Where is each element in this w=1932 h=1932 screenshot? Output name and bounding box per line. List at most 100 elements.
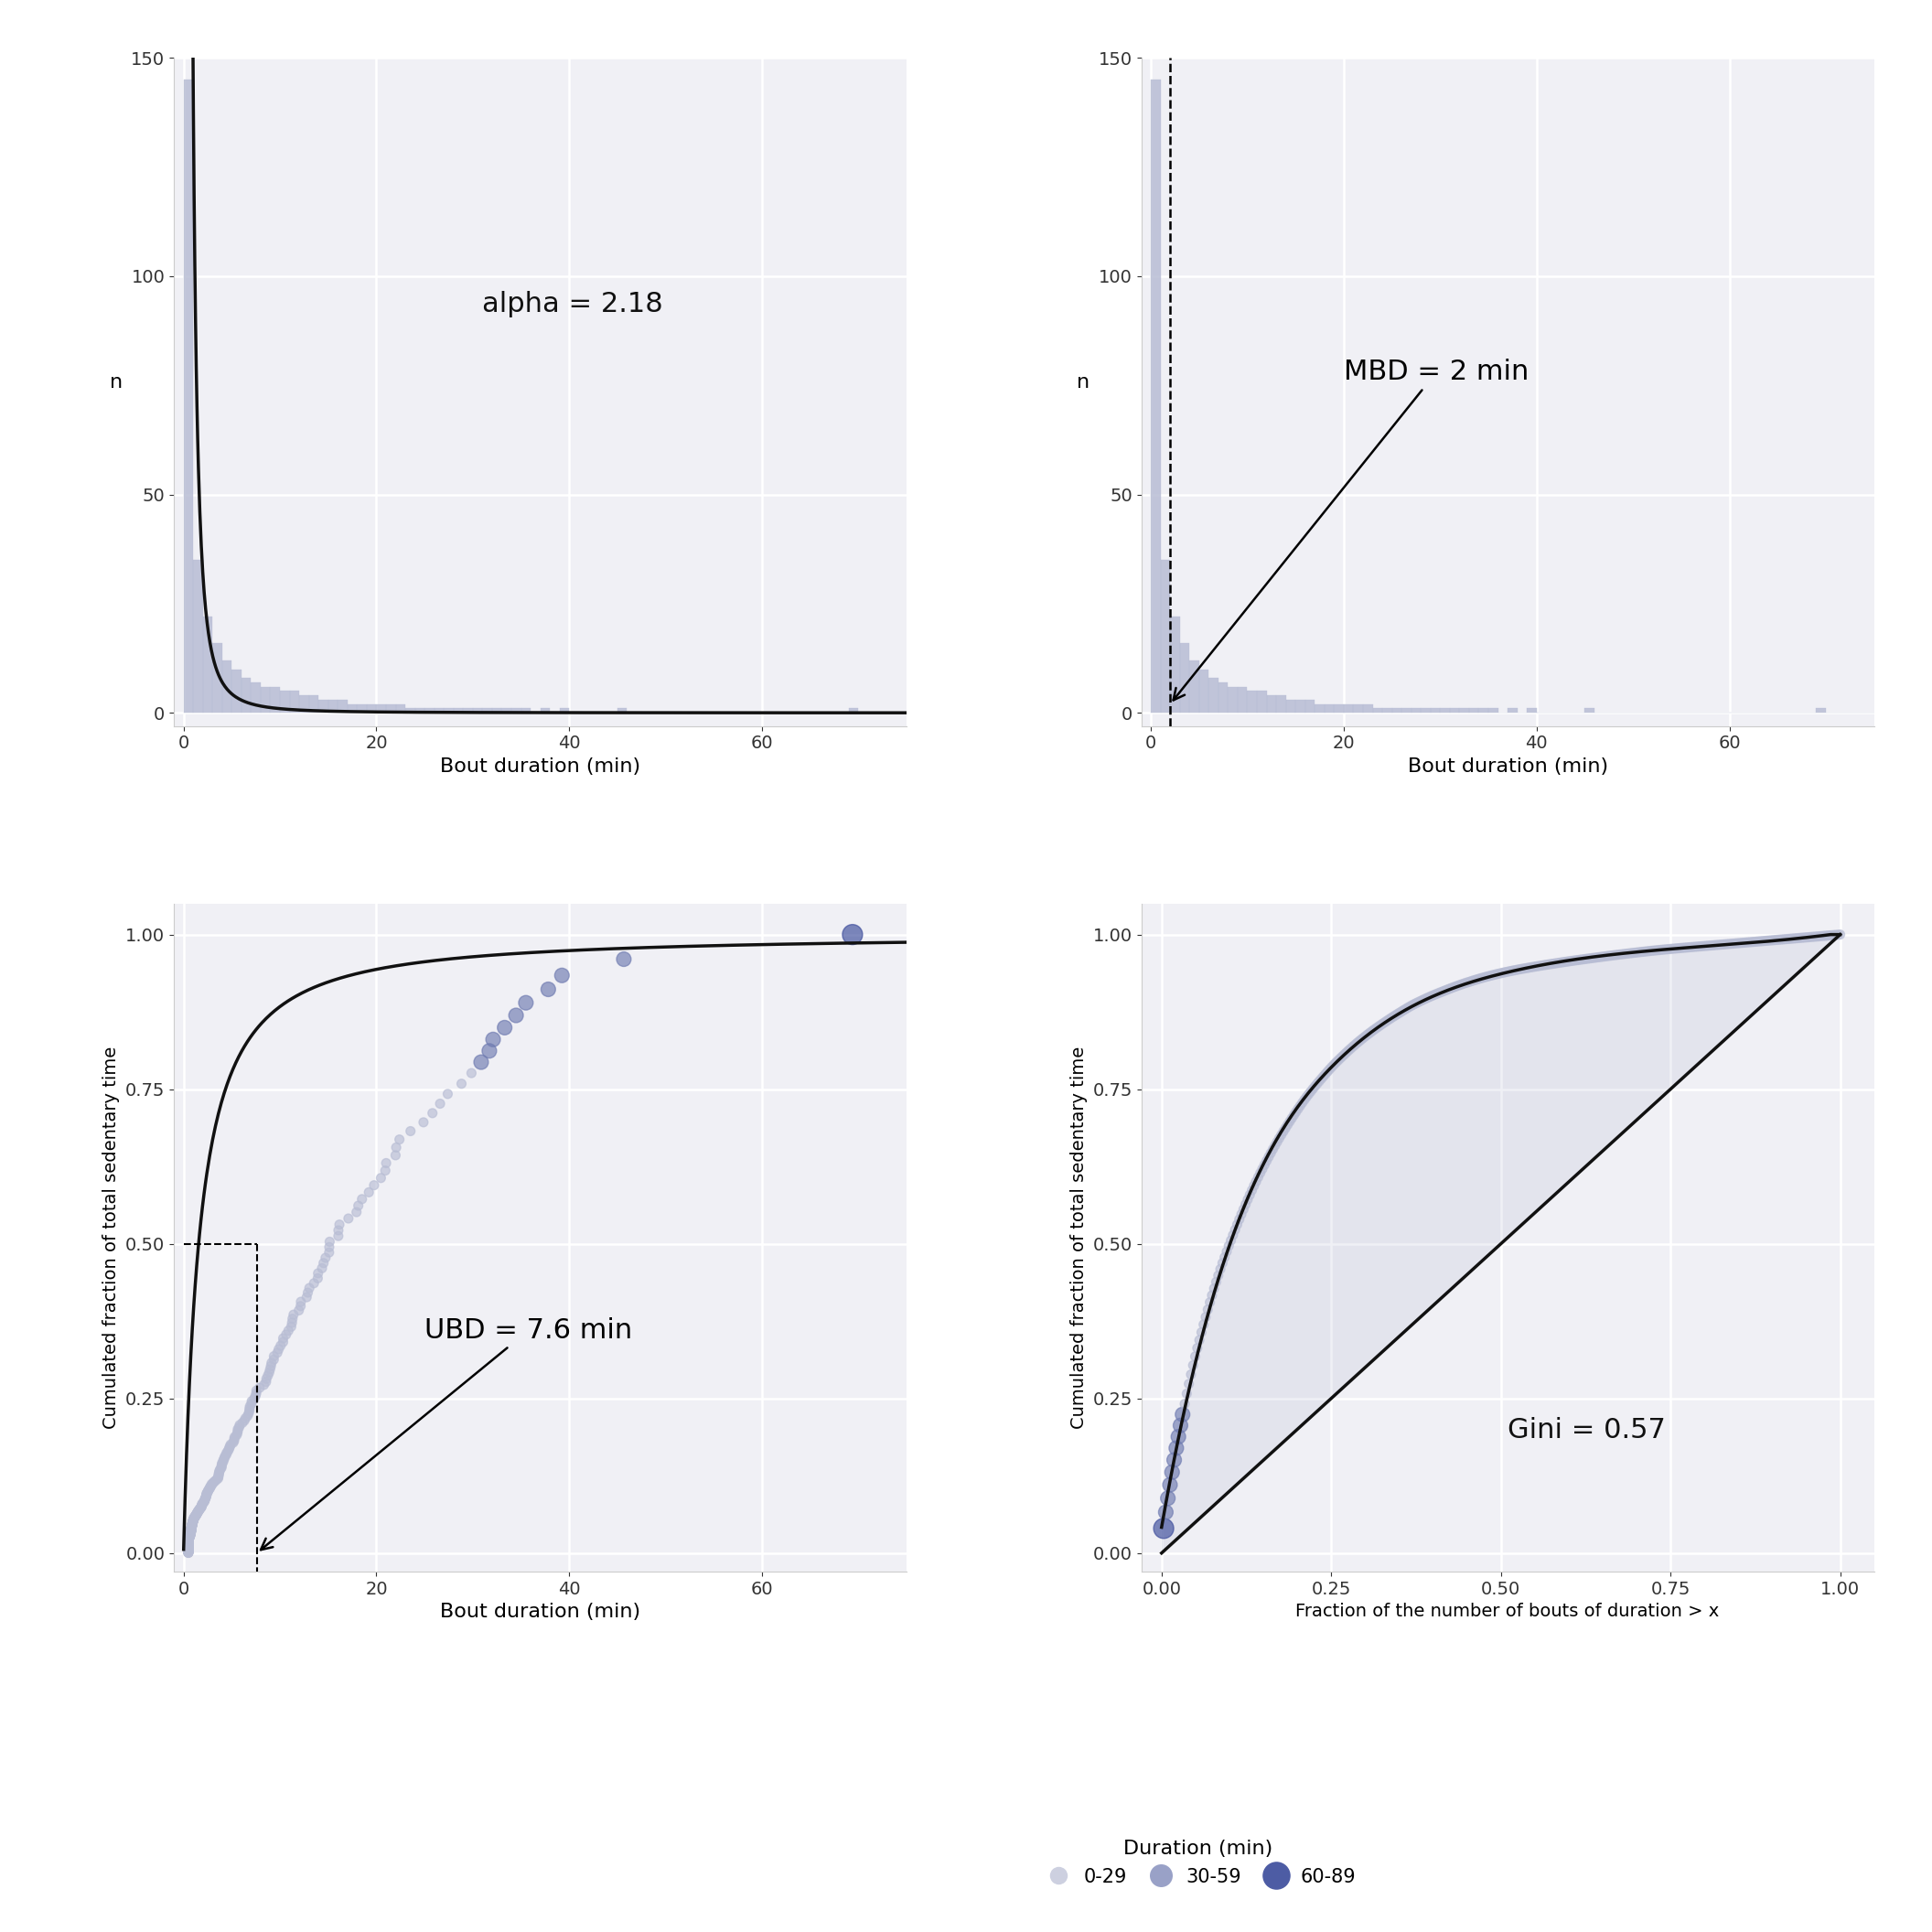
Bar [319, 699, 328, 713]
Point [172, 1530, 203, 1561]
Bar [1459, 709, 1468, 713]
Bar [483, 709, 493, 713]
Bar [203, 616, 213, 713]
Bar [270, 686, 280, 713]
Point [1592, 941, 1623, 972]
Point [184, 1495, 214, 1526]
Point [1679, 931, 1710, 962]
Point [1383, 997, 1414, 1028]
Point [1217, 1219, 1248, 1250]
Point [214, 1432, 245, 1463]
Point [1347, 1024, 1378, 1055]
Point [1289, 1084, 1320, 1115]
Point [1582, 941, 1613, 972]
Point [1173, 1368, 1204, 1399]
Point [203, 1461, 234, 1492]
Point [1816, 920, 1847, 951]
Point [1343, 1026, 1374, 1057]
Point [1619, 937, 1650, 968]
Point [172, 1536, 203, 1567]
Point [1258, 1134, 1289, 1165]
Point [174, 1522, 205, 1553]
Text: alpha = 2.18: alpha = 2.18 [481, 290, 663, 317]
Point [180, 1503, 211, 1534]
Bar [213, 643, 222, 713]
Point [207, 1451, 238, 1482]
Point [172, 1528, 203, 1559]
Bar [1430, 709, 1439, 713]
Bar [193, 560, 203, 713]
Point [172, 1536, 203, 1567]
Point [408, 1107, 439, 1138]
Point [174, 1522, 205, 1553]
Point [1499, 954, 1530, 985]
Bar [1258, 692, 1267, 713]
Point [1636, 935, 1667, 966]
Point [1501, 954, 1532, 985]
Point [1526, 951, 1557, 981]
Point [1426, 978, 1457, 1009]
Bar [280, 692, 290, 713]
Point [172, 1532, 203, 1563]
Point [182, 1497, 213, 1528]
Point [1180, 1341, 1211, 1372]
Point [1362, 1012, 1393, 1043]
Point [185, 1492, 216, 1522]
Point [176, 1519, 207, 1549]
Point [325, 1209, 355, 1240]
Point [1495, 956, 1526, 987]
Point [1520, 951, 1551, 981]
Point [1669, 933, 1700, 964]
Bar [541, 709, 551, 713]
Point [1410, 983, 1441, 1014]
Point [609, 943, 639, 974]
Bar [435, 709, 444, 713]
Point [1650, 933, 1681, 964]
Point [224, 1410, 255, 1441]
Point [176, 1509, 207, 1540]
Point [1662, 933, 1692, 964]
Bar [522, 709, 531, 713]
Point [1774, 923, 1804, 954]
Point [1694, 929, 1725, 960]
Point [1596, 941, 1627, 972]
Bar [396, 703, 406, 713]
Point [1294, 1076, 1325, 1107]
Point [172, 1536, 203, 1567]
Point [1536, 949, 1567, 980]
Point [1453, 966, 1484, 997]
Point [176, 1513, 207, 1544]
Bar [261, 686, 270, 713]
Point [176, 1517, 207, 1548]
Bar [444, 709, 454, 713]
Point [1801, 922, 1832, 952]
Point [456, 1057, 487, 1088]
Point [1435, 972, 1466, 1003]
Point [178, 1505, 209, 1536]
Point [174, 1522, 205, 1553]
Point [1424, 978, 1455, 1009]
Point [178, 1507, 209, 1538]
Point [176, 1513, 207, 1544]
Point [1588, 941, 1619, 972]
Point [172, 1532, 203, 1563]
Point [172, 1532, 203, 1563]
Point [1211, 1236, 1242, 1267]
Point [1414, 981, 1445, 1012]
Point [1333, 1036, 1364, 1066]
Point [1198, 1273, 1229, 1304]
Bar [493, 709, 502, 713]
Bar [1171, 616, 1180, 713]
Bar [1325, 703, 1335, 713]
Point [301, 1264, 332, 1294]
Point [1306, 1063, 1337, 1094]
Point [1242, 1161, 1273, 1192]
Point [189, 1486, 220, 1517]
Point [299, 1267, 330, 1298]
Point [1486, 958, 1517, 989]
Point [547, 960, 578, 991]
Point [172, 1526, 203, 1557]
Point [176, 1515, 207, 1546]
Point [1756, 925, 1787, 956]
Point [172, 1528, 203, 1559]
